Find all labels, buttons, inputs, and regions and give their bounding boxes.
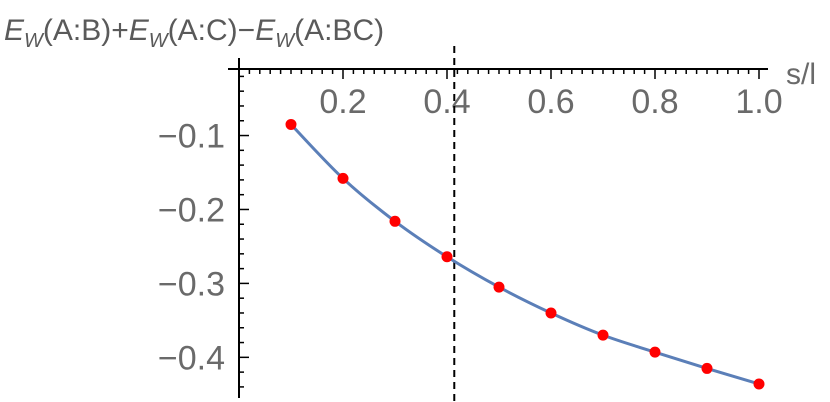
data-point: [753, 378, 765, 390]
data-point: [649, 346, 661, 358]
y-tick-label: −0.3: [158, 265, 225, 303]
data-point: [389, 215, 401, 227]
data-point: [545, 307, 557, 319]
y-tick-label: −0.4: [158, 339, 225, 377]
y-tick-label: −0.1: [158, 118, 225, 156]
title-part: W: [24, 30, 45, 52]
title-part: W: [149, 30, 170, 52]
data-point: [701, 362, 713, 374]
curve-group: [289, 123, 760, 386]
data-point: [597, 329, 609, 341]
title-part: E: [4, 14, 25, 47]
data-point: [441, 251, 453, 263]
data-point: [285, 118, 297, 130]
axes: 0.2 0.4 0.6 0.8 1.0 −0.1 −0.2 −0.3 −0.4: [158, 58, 783, 398]
data-point: [337, 172, 349, 184]
title-part: (A:B)+: [43, 14, 129, 47]
x-tick-label: 0.4: [423, 83, 470, 121]
series-curve: [289, 123, 760, 386]
title-part: E: [129, 14, 150, 47]
title-part: (A:BC): [294, 14, 384, 47]
points-group: [285, 118, 765, 390]
x-tick-label: 1.0: [735, 83, 782, 121]
chart-title: EW(A:B)+EW(A:C)−EW(A:BC): [4, 14, 384, 52]
y-tick-label: −0.2: [158, 191, 225, 229]
title-part: E: [255, 14, 276, 47]
x-tick-label: 0.8: [631, 83, 678, 121]
title-part: W: [275, 30, 296, 52]
data-point: [493, 281, 505, 293]
x-tick-label: 0.2: [319, 83, 366, 121]
title-part: (A:C)−: [168, 14, 256, 47]
x-axis-label: s/l: [786, 58, 816, 91]
x-tick-label: 0.6: [527, 83, 574, 121]
